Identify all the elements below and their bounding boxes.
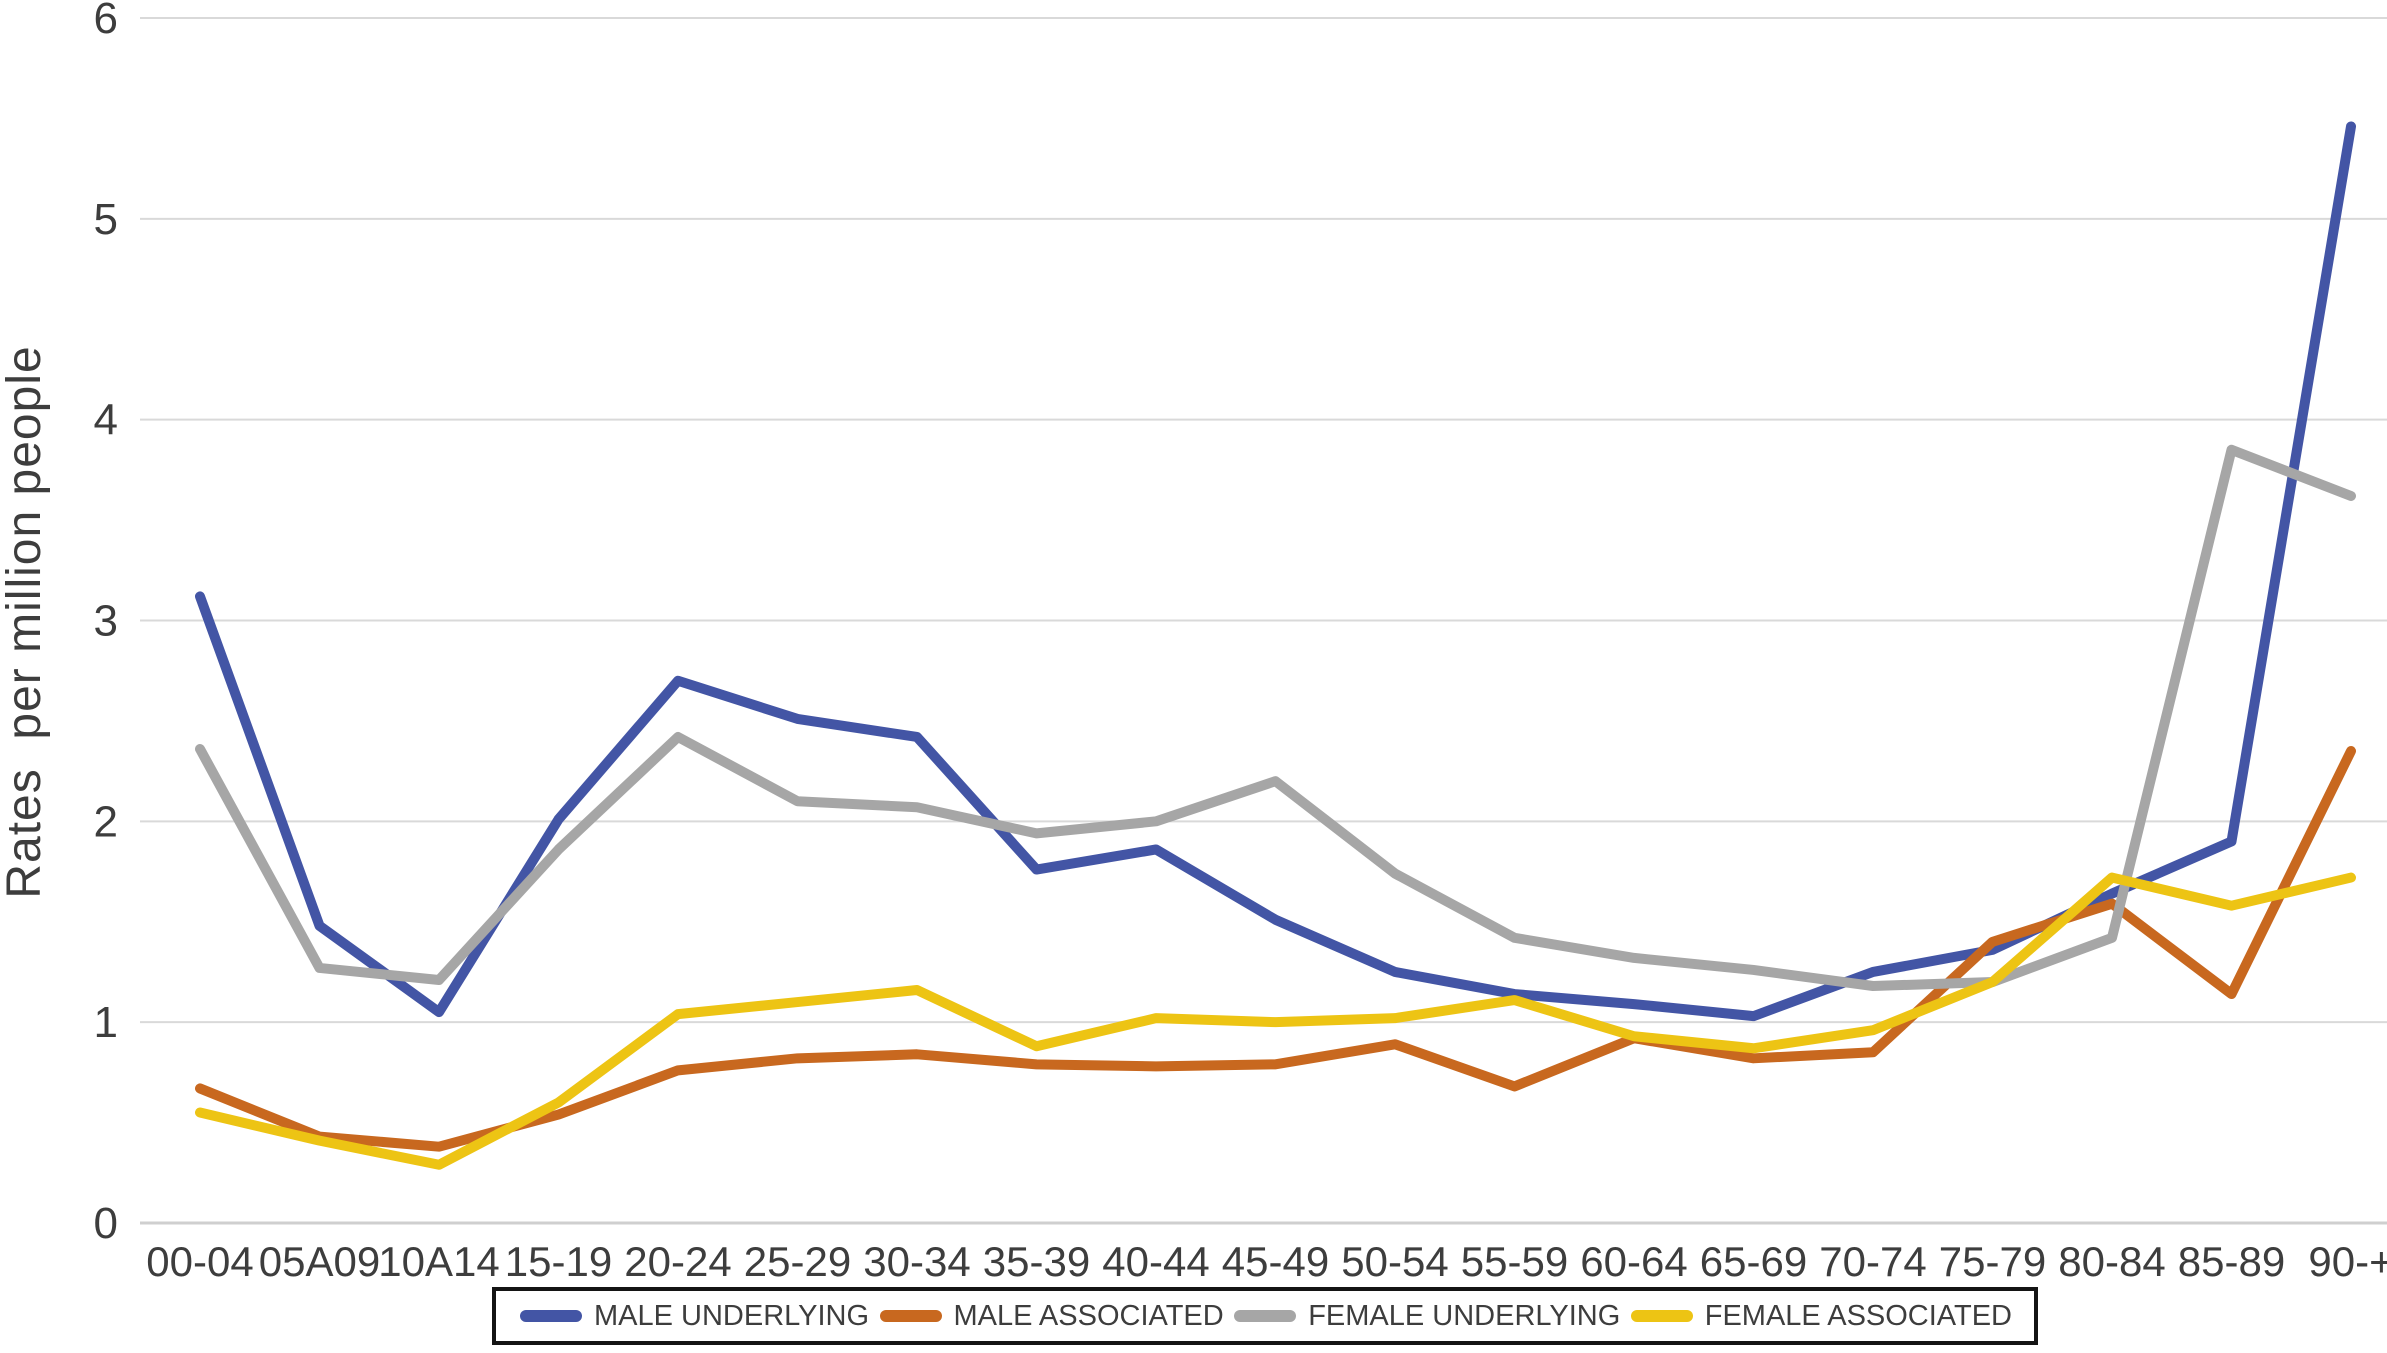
legend-label-female-underlying: FEMALE UNDERLYING — [1308, 1299, 1621, 1332]
legend-swatch-female-underlying-icon — [1234, 1310, 1297, 1322]
y-tick-label: 0 — [94, 1199, 118, 1248]
series-line-male-underlying — [195, 121, 2356, 1022]
y-tick-label: 6 — [94, 0, 118, 43]
x-tick-label: 90-+ — [2308, 1238, 2387, 1285]
x-tick-label: 70-74 — [1819, 1238, 1926, 1285]
legend-swatch-female-associated-icon — [1630, 1310, 1693, 1322]
x-tick-label: 65-69 — [1700, 1238, 1807, 1285]
legend-label-male-associated: MALE ASSOCIATED — [953, 1299, 1224, 1332]
legend-label-female-associated: FEMALE ASSOCIATED — [1704, 1299, 2012, 1332]
legend-swatch-male-underlying-icon — [520, 1310, 582, 1322]
series-line-male-associated — [195, 746, 2356, 1152]
y-tick-label: 3 — [94, 597, 118, 646]
x-tick-label: 60-64 — [1580, 1238, 1687, 1285]
x-tick-label: 20-24 — [624, 1238, 731, 1285]
y-tick-label: 4 — [94, 396, 118, 445]
legend-item-female-underlying: FEMALE UNDERLYING — [1234, 1300, 1620, 1333]
series-lines-group — [195, 121, 2356, 1170]
legend-label-male-underlying: MALE UNDERLYING — [594, 1299, 870, 1332]
x-tick-label: 10A14 — [378, 1238, 499, 1285]
legend-item-male-associated: MALE ASSOCIATED — [879, 1299, 1224, 1333]
x-tick-label: 05A09 — [259, 1238, 380, 1285]
x-tick-label: 40-44 — [1102, 1238, 1209, 1285]
series-line-female-underlying — [195, 444, 2356, 992]
legend-item-female-associated: FEMALE ASSOCIATED — [1630, 1299, 2012, 1333]
x-tick-label: 75-79 — [1939, 1238, 2046, 1285]
y-tick-label: 5 — [94, 195, 118, 244]
x-tick-label: 80-84 — [2058, 1238, 2165, 1285]
y-tick-labels-group: 0 1 2 3 4 5 6 — [94, 0, 118, 1248]
legend: MALE UNDERLYING MALE ASSOCIATED FEMALE U… — [492, 1287, 2038, 1345]
y-tick-label: 1 — [94, 998, 118, 1047]
x-tick-label: 00-04 — [146, 1238, 253, 1285]
x-tick-label: 35-39 — [983, 1238, 1090, 1285]
legend-swatch-male-associated-icon — [879, 1310, 942, 1322]
series-line-female-associated — [195, 872, 2356, 1170]
x-tick-label: 55-59 — [1461, 1238, 1568, 1285]
x-tick-label: 85-89 — [2178, 1238, 2285, 1285]
y-axis-title: Rates per million people — [0, 345, 51, 898]
y-tick-label: 2 — [94, 797, 118, 846]
x-tick-label: 15-19 — [505, 1238, 612, 1285]
x-tick-label: 30-34 — [863, 1238, 970, 1285]
x-tick-label: 50-54 — [1341, 1238, 1448, 1285]
gridlines-group — [140, 17, 2387, 1225]
x-tick-label: 25-29 — [744, 1238, 851, 1285]
legend-item-male-underlying: MALE UNDERLYING — [520, 1300, 869, 1333]
x-tick-label: 45-49 — [1222, 1238, 1329, 1285]
